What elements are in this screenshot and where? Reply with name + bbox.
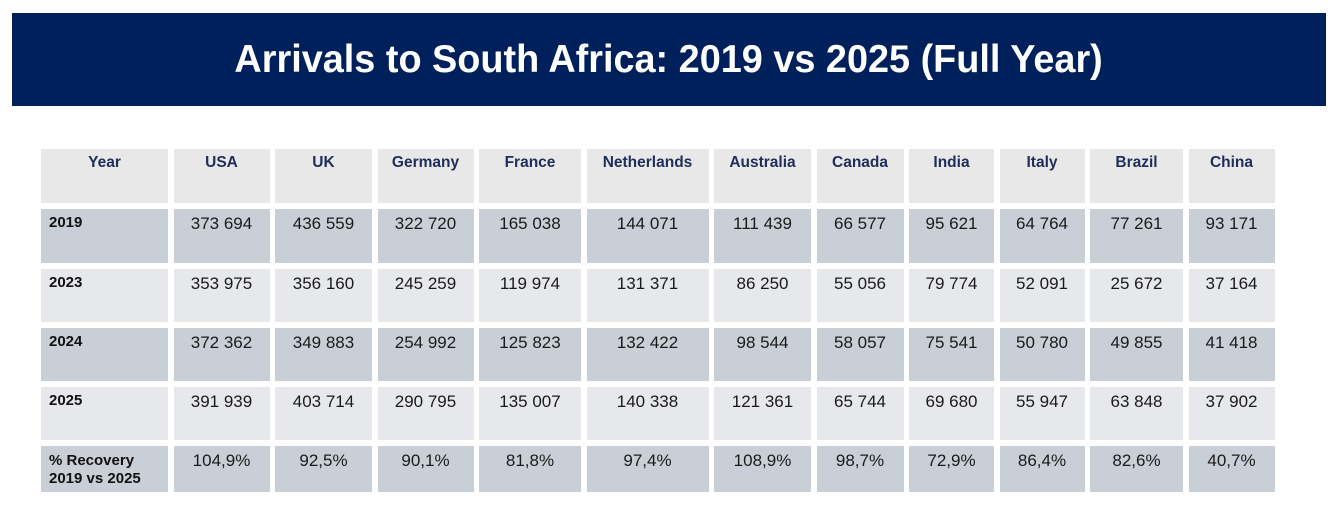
table-cell: 55 947 xyxy=(999,387,1085,440)
row-label: 2025 xyxy=(41,387,168,440)
table-cell: 356 160 xyxy=(275,269,372,322)
table-cell: 108,9% xyxy=(714,446,811,492)
table-cell: 69 680 xyxy=(909,387,994,440)
table-cell: 82,6% xyxy=(1090,446,1183,492)
column-header: Italy xyxy=(999,149,1085,203)
column-header: Australia xyxy=(714,149,811,203)
table-cell: 95 621 xyxy=(909,209,994,263)
table-cell: 165 038 xyxy=(479,209,581,263)
arrivals-table: Year USA UK Germany France Netherlands Austral… xyxy=(41,149,1275,492)
column-header: China xyxy=(1188,149,1275,203)
page-title: Arrivals to South Africa: 2019 vs 2025 (… xyxy=(234,37,1104,81)
table-cell: 349 883 xyxy=(275,328,372,381)
row-label: 2019 xyxy=(41,209,168,263)
table-cell: 121 361 xyxy=(714,387,811,440)
table-cell: 373 694 xyxy=(173,209,270,263)
table-cell: 49 855 xyxy=(1090,328,1183,381)
table-cell: 97,4% xyxy=(586,446,709,492)
table-cell: 90,1% xyxy=(377,446,474,492)
table-cell: 41 418 xyxy=(1188,328,1275,381)
table-cell: 290 795 xyxy=(377,387,474,440)
table-cell: 144 071 xyxy=(586,209,709,263)
table-cell: 436 559 xyxy=(275,209,372,263)
table-cell: 353 975 xyxy=(173,269,270,322)
table-cell: 40,7% xyxy=(1188,446,1275,492)
table-cell: 254 992 xyxy=(377,328,474,381)
table-cell: 37 164 xyxy=(1188,269,1275,322)
column-header: France xyxy=(479,149,581,203)
row-label: 2023 xyxy=(41,269,168,322)
row-label: % Recovery 2019 vs 2025 xyxy=(41,446,168,492)
table-cell: 86,4% xyxy=(999,446,1085,492)
table-cell: 131 371 xyxy=(586,269,709,322)
table-cell: 52 091 xyxy=(999,269,1085,322)
table-cell: 81,8% xyxy=(479,446,581,492)
column-header: Canada xyxy=(816,149,904,203)
row-label: 2024 xyxy=(41,328,168,381)
table-cell: 403 714 xyxy=(275,387,372,440)
header-cell-year: Year xyxy=(41,149,168,203)
table-cell: 135 007 xyxy=(479,387,581,440)
table-cell: 58 057 xyxy=(816,328,904,381)
table-cell: 111 439 xyxy=(714,209,811,263)
title-banner: Arrivals to South Africa: 2019 vs 2025 (… xyxy=(12,13,1326,106)
table-cell: 37 902 xyxy=(1188,387,1275,440)
column-header: USA xyxy=(173,149,270,203)
row-label-line: 2019 vs 2025 xyxy=(49,470,141,487)
table-cell: 322 720 xyxy=(377,209,474,263)
column-header: Netherlands xyxy=(586,149,709,203)
table-cell: 86 250 xyxy=(714,269,811,322)
table-cell: 93 171 xyxy=(1188,209,1275,263)
table-cell: 79 774 xyxy=(909,269,994,322)
table-cell: 98 544 xyxy=(714,328,811,381)
table-cell: 92,5% xyxy=(275,446,372,492)
table-cell: 50 780 xyxy=(999,328,1085,381)
table-cell: 75 541 xyxy=(909,328,994,381)
table-cell: 140 338 xyxy=(586,387,709,440)
table-cell: 25 672 xyxy=(1090,269,1183,322)
table-cell: 119 974 xyxy=(479,269,581,322)
column-header: Brazil xyxy=(1090,149,1183,203)
column-header: UK xyxy=(275,149,372,203)
table-cell: 55 056 xyxy=(816,269,904,322)
table-cell: 132 422 xyxy=(586,328,709,381)
table-cell: 125 823 xyxy=(479,328,581,381)
table-cell: 372 362 xyxy=(173,328,270,381)
table-cell: 104,9% xyxy=(173,446,270,492)
table-cell: 64 764 xyxy=(999,209,1085,263)
table-cell: 65 744 xyxy=(816,387,904,440)
column-header: Germany xyxy=(377,149,474,203)
table-cell: 98,7% xyxy=(816,446,904,492)
table-cell: 391 939 xyxy=(173,387,270,440)
table-cell: 245 259 xyxy=(377,269,474,322)
table-cell: 77 261 xyxy=(1090,209,1183,263)
table-cell: 66 577 xyxy=(816,209,904,263)
table-cell: 72,9% xyxy=(909,446,994,492)
column-header: India xyxy=(909,149,994,203)
table-cell: 63 848 xyxy=(1090,387,1183,440)
row-label-line: % Recovery xyxy=(49,452,135,469)
